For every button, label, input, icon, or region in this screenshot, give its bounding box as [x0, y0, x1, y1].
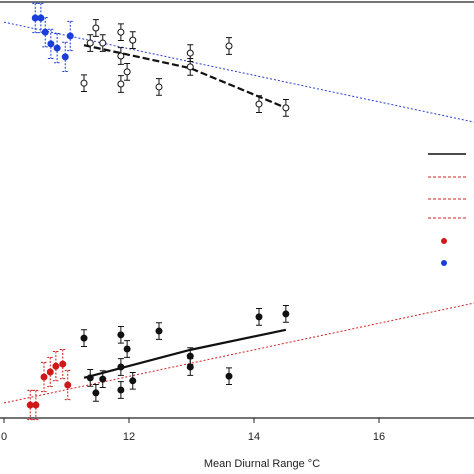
fit-line — [83, 44, 287, 109]
legend-dot — [441, 238, 447, 244]
point — [186, 63, 194, 71]
point — [255, 313, 263, 321]
point — [86, 39, 94, 47]
fit-line — [3, 21, 474, 123]
point — [255, 100, 263, 108]
point — [155, 327, 163, 335]
point — [129, 36, 137, 44]
point — [117, 386, 125, 394]
point — [282, 310, 290, 318]
point — [155, 83, 163, 91]
point — [225, 42, 233, 50]
point — [282, 104, 290, 112]
point — [47, 40, 55, 48]
x-tick-label: 12 — [123, 431, 135, 443]
legend-dot — [441, 260, 447, 266]
point — [117, 28, 125, 36]
fit-line — [83, 328, 287, 379]
point — [225, 372, 233, 380]
point — [61, 53, 69, 61]
point — [26, 401, 34, 409]
point — [99, 375, 107, 383]
point — [66, 32, 74, 40]
point — [92, 389, 100, 397]
point — [117, 52, 125, 60]
point — [117, 331, 125, 339]
point — [80, 79, 88, 87]
point — [46, 368, 54, 376]
point — [99, 39, 107, 47]
point — [186, 363, 194, 371]
point — [31, 14, 39, 22]
point — [41, 28, 49, 36]
x-tick-label: 14 — [248, 431, 260, 443]
point — [86, 374, 94, 382]
point — [117, 80, 125, 88]
x-tick-label: 16 — [373, 431, 385, 443]
point — [186, 49, 194, 57]
point — [123, 345, 131, 353]
fit-line — [3, 302, 474, 404]
point — [117, 363, 125, 371]
point — [92, 24, 100, 32]
point — [80, 334, 88, 342]
point — [40, 373, 48, 381]
x-axis-label: Mean Diurnal Range °C — [204, 458, 320, 470]
point — [129, 377, 137, 385]
point — [59, 360, 67, 368]
legend — [428, 153, 466, 266]
x-tick-label: 0 — [1, 431, 7, 443]
point — [64, 381, 72, 389]
point — [53, 44, 61, 52]
point — [52, 362, 60, 370]
point — [32, 401, 40, 409]
point — [123, 68, 131, 76]
